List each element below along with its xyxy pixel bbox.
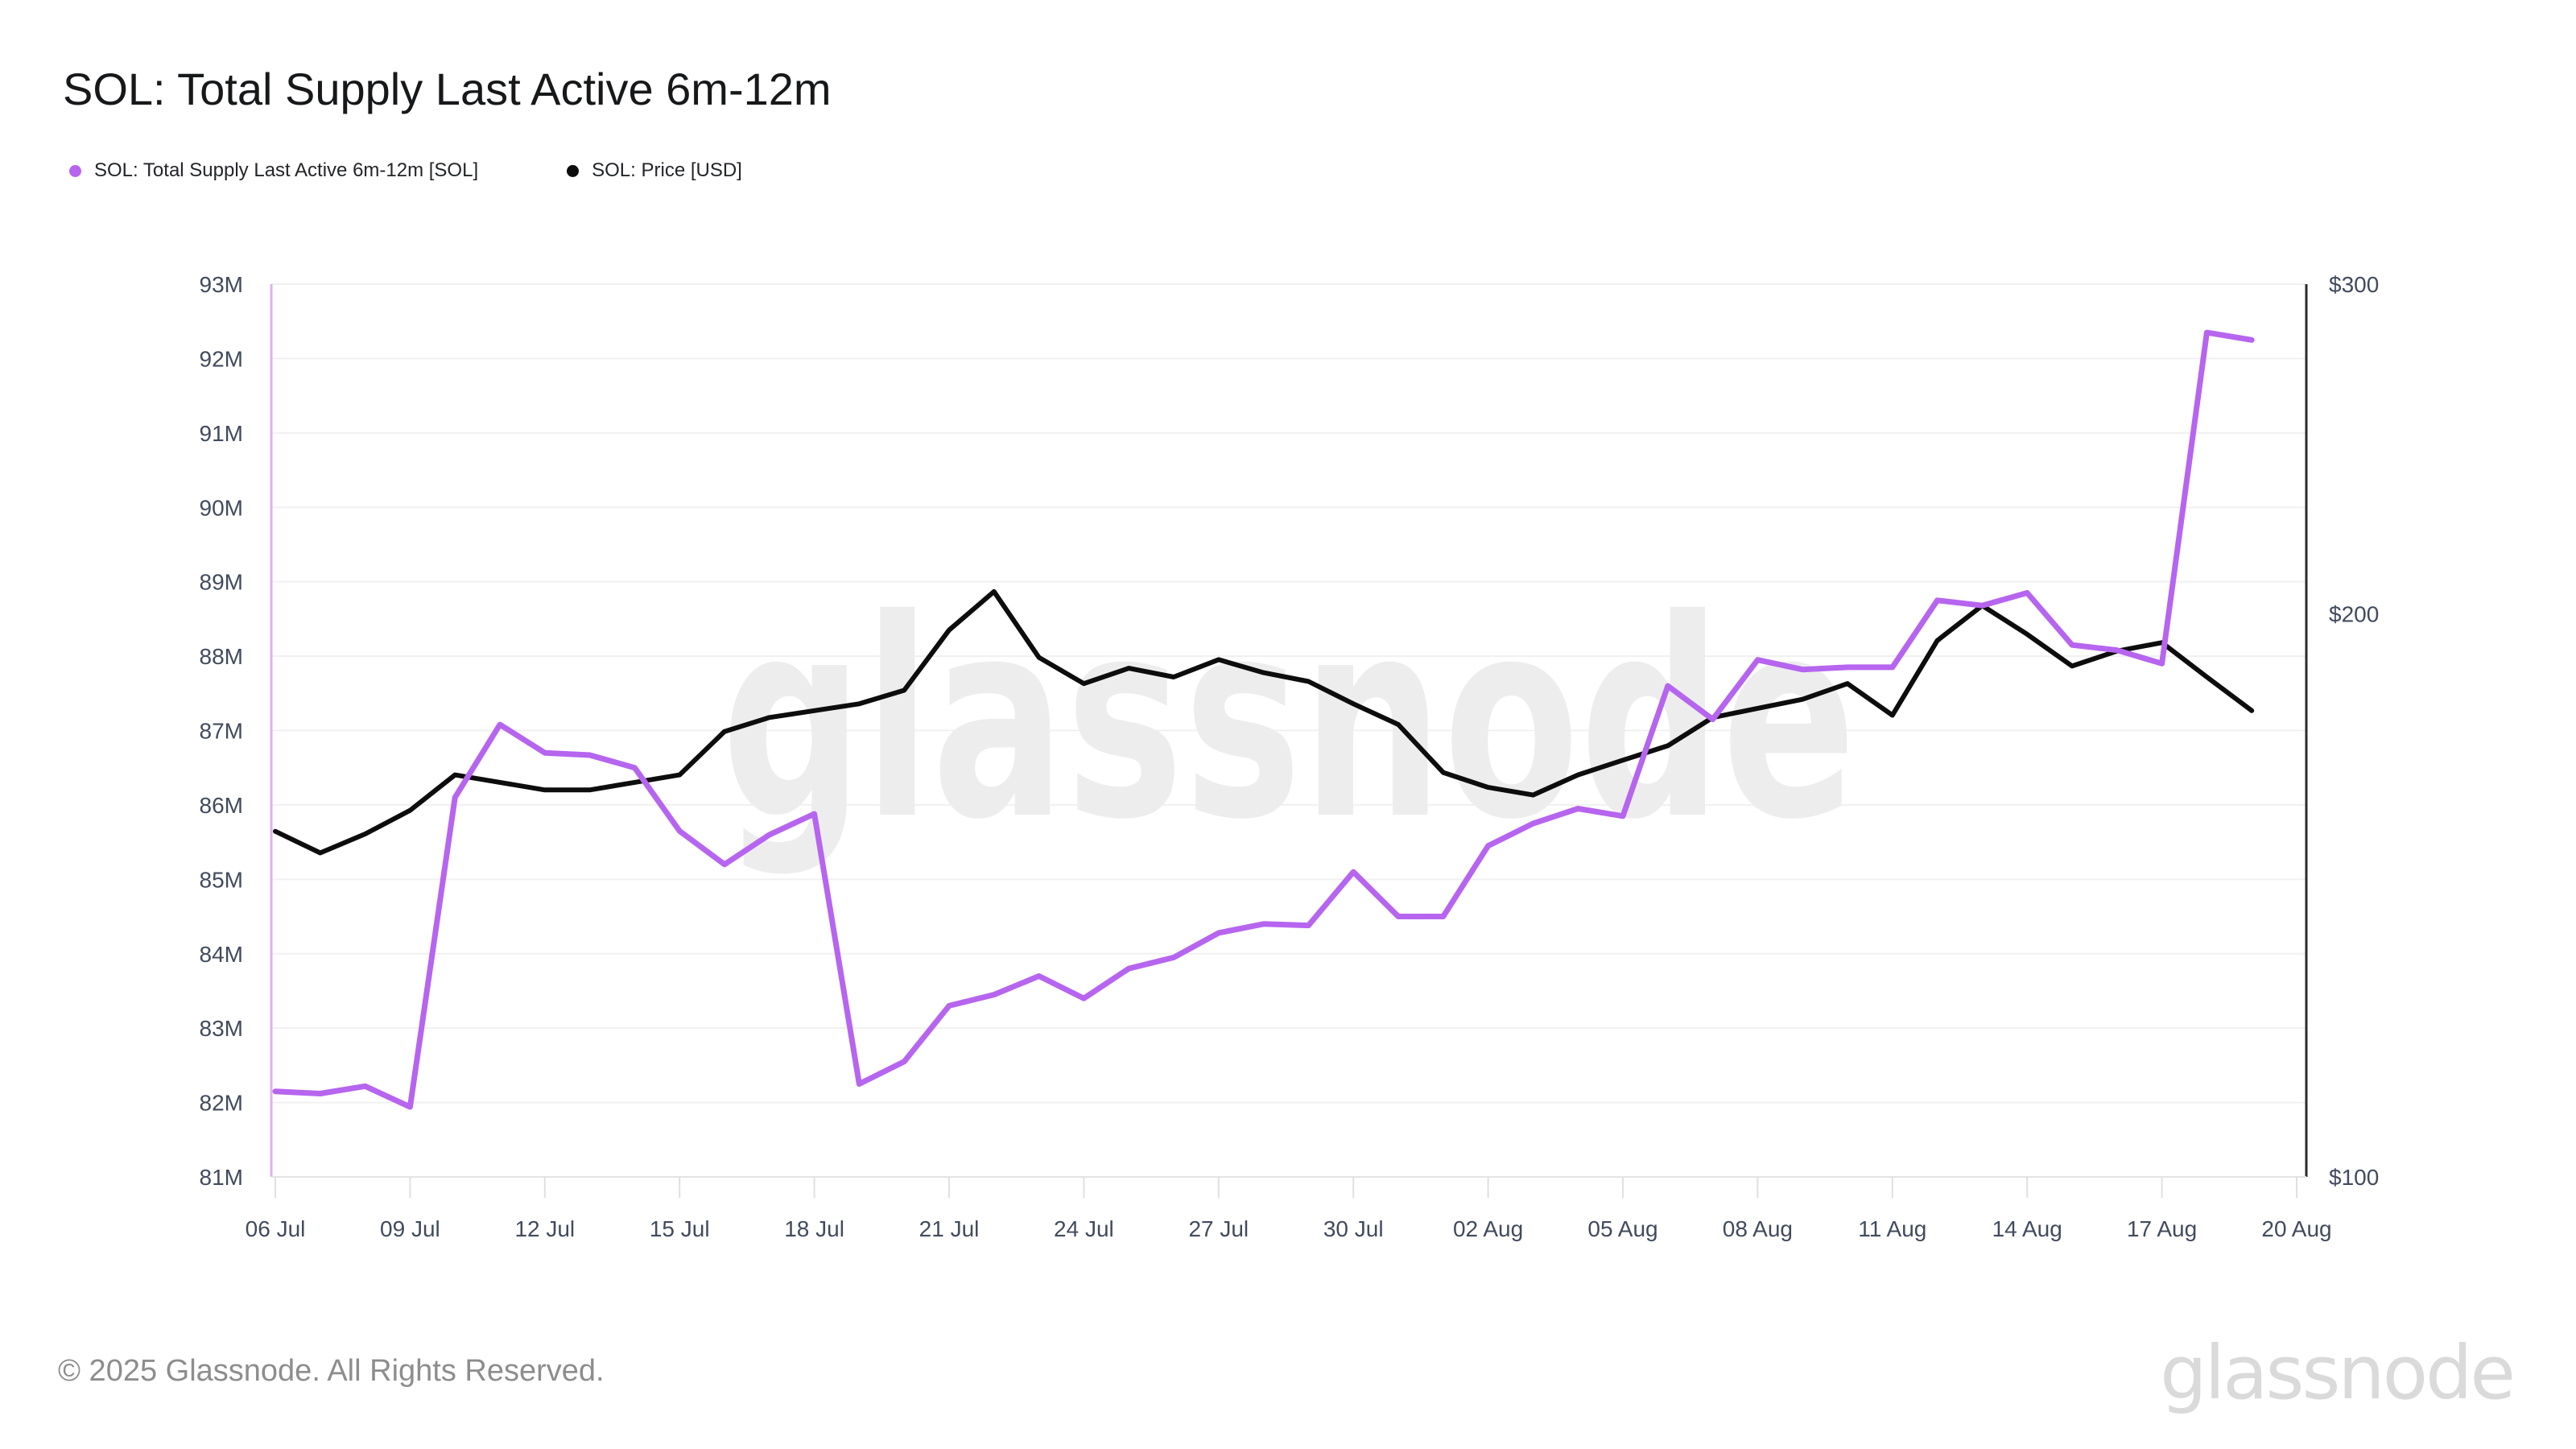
left-axis-label-89M: 89M: [200, 570, 243, 595]
legend-dot-icon: [567, 164, 580, 177]
left-axis-label-85M: 85M: [200, 867, 243, 892]
left-axis-label-92M: 92M: [200, 346, 243, 371]
left-axis-label-81M: 81M: [200, 1165, 243, 1190]
x-axis-label-08 Aug: 08 Aug: [1723, 1216, 1793, 1241]
x-axis-label-11 Aug: 11 Aug: [1858, 1216, 1926, 1241]
left-axis-label-93M: 93M: [200, 272, 243, 297]
x-axis-label-06 Jul: 06 Jul: [246, 1216, 306, 1241]
right-axis-label-$200: $200: [2329, 601, 2379, 626]
legend-label: SOL: Price [USD]: [592, 159, 742, 181]
x-axis-label-21 Jul: 21 Jul: [919, 1216, 980, 1241]
x-axis-label-12 Jul: 12 Jul: [514, 1216, 575, 1241]
glassnode-watermark: glassnode: [721, 561, 1856, 880]
glassnode-logo: glassnode: [2160, 1330, 2516, 1416]
legend: SOL: Total Supply Last Active 6m-12m [SO…: [69, 159, 742, 182]
x-axis-label-14 Aug: 14 Aug: [1992, 1216, 2062, 1241]
x-axis-label-27 Jul: 27 Jul: [1188, 1216, 1249, 1241]
left-axis-label-86M: 86M: [200, 793, 243, 818]
x-axis-label-09 Jul: 09 Jul: [380, 1216, 440, 1241]
x-axis-label-18 Jul: 18 Jul: [784, 1216, 844, 1241]
plot-area[interactable]: [271, 284, 2306, 1177]
left-axis-label-91M: 91M: [200, 421, 243, 446]
copyright-text: © 2025 Glassnode. All Rights Reserved.: [58, 1354, 605, 1388]
x-axis-label-17 Aug: 17 Aug: [2127, 1216, 2197, 1241]
left-axis-label-90M: 90M: [200, 495, 243, 520]
legend-label: SOL: Total Supply Last Active 6m-12m [SO…: [94, 159, 479, 181]
price-line-series: [273, 588, 2255, 856]
x-axis-label-30 Jul: 30 Jul: [1323, 1216, 1384, 1241]
right-axis-label-$100: $100: [2329, 1165, 2379, 1190]
left-axis-label-84M: 84M: [200, 942, 243, 967]
x-axis-label-05 Aug: 05 Aug: [1587, 1216, 1657, 1241]
legend-dot-icon: [69, 164, 81, 177]
left-axis-label-88M: 88M: [200, 644, 243, 669]
legend-item-1[interactable]: SOL: Price [USD]: [567, 159, 742, 182]
legend-item-0[interactable]: SOL: Total Supply Last Active 6m-12m [SO…: [69, 159, 478, 182]
supply-line-series: [272, 329, 2255, 1110]
x-axis-label-15 Jul: 15 Jul: [650, 1216, 710, 1241]
right-axis-label-$300: $300: [2329, 272, 2379, 297]
x-axis-label-20 Aug: 20 Aug: [2261, 1216, 2331, 1241]
x-axis-label-24 Jul: 24 Jul: [1054, 1216, 1114, 1241]
x-axis-label-02 Aug: 02 Aug: [1453, 1216, 1523, 1241]
page-title: SOL: Total Supply Last Active 6m-12m: [63, 64, 832, 114]
left-axis-label-83M: 83M: [200, 1016, 243, 1041]
left-axis-label-87M: 87M: [200, 719, 243, 744]
left-axis-label-82M: 82M: [200, 1091, 243, 1116]
